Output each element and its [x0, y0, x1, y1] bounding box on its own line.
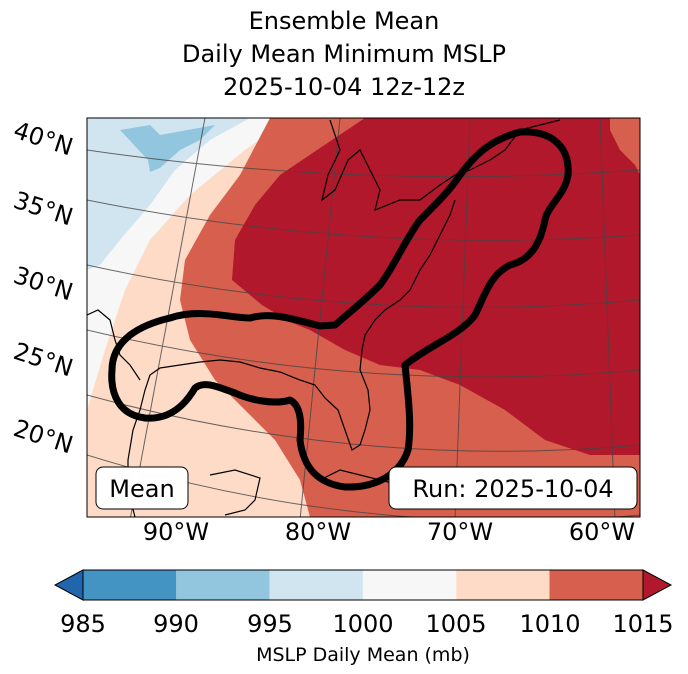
colorbar-tick-1000: 1000 — [332, 610, 393, 638]
run-label: Run: 2025-10-04 — [412, 475, 613, 503]
mean-label: Mean — [109, 475, 174, 503]
map-frame — [86, 117, 641, 518]
colorbar-under-arrow — [53, 569, 84, 601]
colorbar-1000-1005 — [362, 570, 457, 600]
colorbar-tick-985: 985 — [60, 610, 106, 638]
lat-label-30: 30°N — [10, 261, 76, 306]
colorbar-tick-1010: 1010 — [519, 610, 580, 638]
colorbar-over-arrow — [642, 569, 673, 601]
colorbar-985-990 — [83, 570, 177, 600]
colorbar-tick-1015: 1015 — [612, 610, 673, 638]
colorbar-label: MSLP Daily Mean (mb) — [256, 644, 470, 666]
lon-label-80w: 80°W — [285, 518, 351, 546]
lat-label-25: 25°N — [10, 337, 76, 382]
lat-label-35: 35°N — [10, 186, 76, 231]
title-line-2: Daily Mean Minimum MSLP — [181, 40, 506, 68]
run-box — [388, 466, 638, 510]
band-1015 — [232, 118, 640, 455]
colorbar-1010-1015 — [549, 570, 643, 600]
colorbar-tick-995: 995 — [247, 610, 293, 638]
colorbar: 985 990 995 1000 1005 1010 1015 MSLP Dai… — [53, 569, 674, 666]
lon-label-70w: 70°W — [427, 518, 493, 546]
coastlines — [87, 119, 561, 517]
mean-box — [95, 466, 189, 510]
probability-contour — [108, 128, 572, 491]
mslp-field — [87, 118, 640, 517]
lon-label-60w: 60°W — [569, 518, 635, 546]
title-line-1: Ensemble Mean — [248, 7, 440, 35]
colorbar-tick-990: 990 — [153, 610, 199, 638]
colorbar-990-995 — [176, 570, 270, 600]
title-line-3: 2025-10-04 12z-12z — [222, 73, 466, 101]
lat-label-40: 40°N — [10, 116, 76, 161]
lon-label-90w: 90°W — [143, 518, 209, 546]
band-990 — [120, 125, 215, 172]
colorbar-tick-1005: 1005 — [425, 610, 486, 638]
colorbar-1005-1010 — [456, 570, 550, 600]
colorbar-995-1000 — [269, 570, 363, 600]
lat-label-20: 20°N — [10, 414, 76, 459]
